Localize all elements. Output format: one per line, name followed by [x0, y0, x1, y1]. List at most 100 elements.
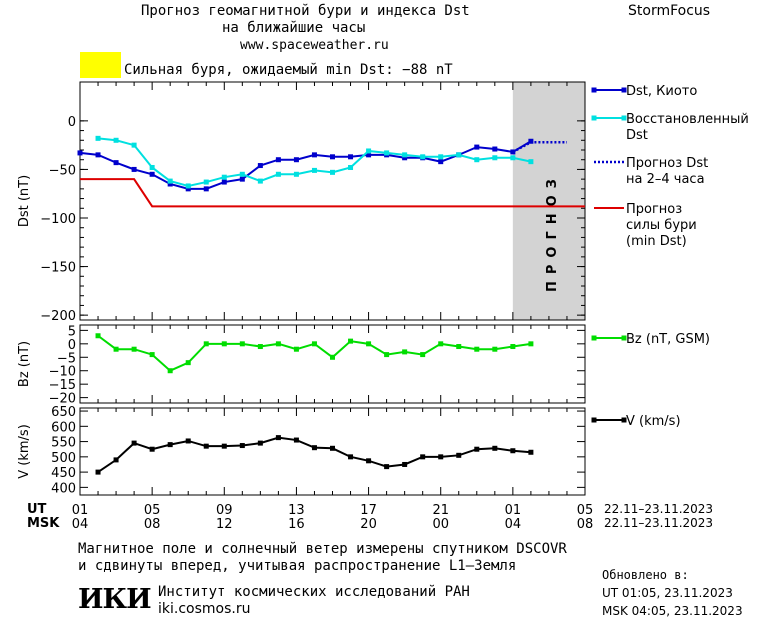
- data-point: [203, 186, 209, 192]
- y-axis-label: V (km/s): [17, 424, 32, 479]
- updated-msk: MSK 04:05, 23.11.2023: [602, 604, 743, 618]
- series-line-v-km-s: [97, 436, 531, 473]
- msk-tick-label: 04: [505, 517, 522, 532]
- panel-frame: [79, 407, 586, 496]
- y-tick-label: −10: [49, 365, 76, 380]
- y-tick-label: 400: [51, 481, 76, 496]
- data-point: [239, 341, 245, 347]
- msk-date-range: 22.11–23.11.2023: [604, 516, 714, 530]
- y-tick-label: −15: [49, 378, 76, 393]
- data-point: [257, 163, 263, 169]
- data-point: [474, 346, 480, 352]
- ut-tick-label: 21: [432, 503, 449, 518]
- y-tick-label: 650: [51, 405, 76, 420]
- data-point: [311, 445, 317, 451]
- series-line-прогноз-dst-на-2-4-часа: [512, 140, 567, 154]
- y-tick-label: 550: [51, 436, 76, 451]
- legend-entry: Прогноз: [626, 202, 682, 217]
- y-tick-label: −50: [49, 163, 76, 178]
- y-axis-label: Dst (nT): [17, 175, 32, 227]
- legend-entry: Bz (nT, GSM): [626, 332, 710, 347]
- institute-site: iki.cosmos.ru: [158, 601, 251, 617]
- data-point: [221, 179, 227, 185]
- source-url: www.spaceweather.ru: [240, 38, 389, 53]
- series-line-восстановленный-dst: [97, 137, 532, 187]
- data-point: [474, 144, 480, 150]
- y-tick-label: −100: [40, 212, 76, 227]
- ut-tick-label: 05: [144, 503, 161, 518]
- y-tick-label: 0: [68, 115, 76, 130]
- legend-entry: силы бури: [626, 218, 697, 233]
- ut-tick-label: 01: [72, 503, 89, 518]
- data-point: [167, 181, 173, 187]
- data-point: [203, 443, 209, 449]
- institute-name: Институт космических исследований РАН: [158, 584, 470, 600]
- data-point: [149, 164, 155, 170]
- panel-frame: [79, 324, 586, 404]
- data-point: [149, 352, 155, 358]
- data-point: [203, 341, 209, 347]
- data-point: [293, 346, 299, 352]
- y-tick-label: 5: [68, 324, 76, 339]
- data-point: [203, 179, 209, 185]
- ut-tick-label: 05: [577, 503, 594, 518]
- legend-marker: [621, 87, 627, 93]
- iki-logo: ИКИ: [78, 584, 152, 615]
- y-axis-label: Bz (nT): [17, 341, 32, 387]
- msk-tick-label: 16: [288, 517, 305, 532]
- chart-title-line2: на ближайшие часы: [222, 20, 366, 36]
- data-point: [492, 445, 498, 451]
- legend-entry: Dst: [626, 128, 648, 143]
- legend-entry: Dst, Киото: [626, 84, 697, 99]
- data-point: [528, 159, 534, 165]
- y-tick-label: 500: [51, 451, 76, 466]
- data-point: [185, 186, 191, 192]
- y-tick-label: −5: [57, 351, 76, 366]
- data-point: [275, 435, 281, 441]
- y-tick-label: 0: [68, 338, 76, 353]
- panel-frame: [79, 81, 586, 321]
- legend-entry: V (km/s): [626, 414, 681, 429]
- data-point: [330, 169, 335, 175]
- data-point: [492, 346, 498, 352]
- data-point: [239, 176, 245, 182]
- data-point: [95, 135, 101, 141]
- storm-alert-text: Сильная буря, ожидаемый min Dst: −88 nT: [124, 62, 453, 78]
- data-point: [366, 341, 372, 347]
- data-point: [275, 171, 281, 177]
- data-point: [239, 171, 245, 177]
- storm-alert-swatch: [80, 52, 121, 78]
- data-point: [420, 454, 426, 460]
- data-point: [366, 152, 372, 158]
- data-point: [474, 157, 480, 163]
- data-point: [275, 341, 281, 347]
- data-point: [366, 458, 372, 464]
- data-point: [257, 440, 263, 446]
- data-point: [456, 152, 462, 158]
- msk-axis-label: MSK: [27, 516, 60, 531]
- data-point: [438, 341, 444, 347]
- forecast-band-label: ПРОГНОЗ: [545, 172, 560, 292]
- data-point: [330, 154, 335, 160]
- legend-entry: (min Dst): [626, 234, 687, 249]
- data-point: [293, 157, 299, 163]
- legend-marker: [591, 417, 597, 423]
- y-tick-label: −200: [40, 309, 76, 324]
- data-point: [221, 341, 227, 347]
- data-point: [95, 333, 101, 339]
- y-tick-label: −20: [49, 392, 76, 407]
- data-point: [113, 457, 119, 463]
- data-point: [528, 341, 534, 347]
- forecast-band: [512, 82, 585, 320]
- msk-tick-label: 12: [216, 517, 233, 532]
- data-point: [257, 178, 263, 184]
- data-point: [402, 152, 408, 158]
- legend-entry: Восстановленный: [626, 112, 749, 127]
- series-line-dst-киото: [79, 140, 532, 190]
- data-point: [384, 464, 390, 470]
- legend-marker: [591, 87, 597, 93]
- legend-entry: на 2–4 часа: [626, 172, 705, 187]
- legend-marker: [621, 417, 627, 423]
- data-point: [420, 154, 426, 160]
- data-point: [185, 438, 191, 444]
